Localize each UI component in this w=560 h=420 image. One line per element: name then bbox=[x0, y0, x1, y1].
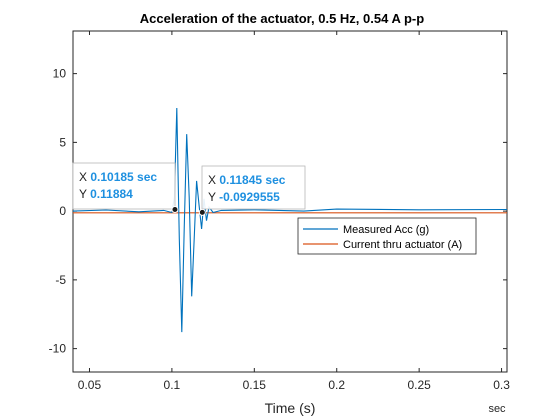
datatip-x-value: 0.11845 sec bbox=[219, 173, 285, 187]
legend-entry-label: Current thru actuator (A) bbox=[343, 239, 462, 251]
datatip-y-value: 0.11884 bbox=[90, 187, 133, 201]
y-tick-label: -5 bbox=[55, 273, 66, 287]
datatip-marker bbox=[198, 208, 206, 216]
legend-box bbox=[297, 217, 477, 255]
y-tick-label: 0 bbox=[59, 204, 66, 218]
legend: Measured Acc (g) Current thru actuator (A… bbox=[297, 217, 477, 255]
datatip-x-line: X 0.10185 sec bbox=[79, 170, 157, 184]
y-tick-label: 5 bbox=[59, 135, 66, 149]
x-axis-label: Time (s) bbox=[265, 400, 316, 416]
datatip-x-line: X 0.11845 sec bbox=[208, 173, 286, 187]
y-tick-label: -10 bbox=[49, 342, 67, 356]
datatip-marker bbox=[171, 205, 179, 213]
x-tick-label: 0.25 bbox=[407, 378, 431, 392]
datatips-layer: X 0.10185 sec Y 0.11884 X 0.11845 sec Y -0.… bbox=[72, 162, 306, 216]
datatip-box bbox=[201, 165, 306, 210]
chart-title: Acceleration of the actuator, 0.5 Hz, 0.… bbox=[140, 11, 424, 26]
x-tick-label: 0.05 bbox=[78, 378, 102, 392]
x-tick-label: 0.2 bbox=[328, 378, 345, 392]
legend-entry-label: Measured Acc (g) bbox=[343, 224, 429, 236]
datatip-x-value: 0.10185 sec bbox=[90, 170, 157, 184]
datatip-y-line: Y -0.0929555 bbox=[208, 190, 280, 204]
x-tick-label: 0.3 bbox=[493, 378, 510, 392]
datatip-y-line: Y 0.11884 bbox=[79, 187, 133, 201]
x-tick-label: 0.15 bbox=[243, 378, 267, 392]
datatip-box bbox=[72, 162, 176, 210]
x-tick-label: 0.1 bbox=[164, 378, 181, 392]
axis-ticks: 0.05 0.1 0.15 0.2 0.25 0.3 -10 -5 0 5 10 bbox=[49, 31, 510, 392]
y-tick-label: 10 bbox=[53, 67, 67, 81]
datatip-y-value: -0.0929555 bbox=[219, 190, 280, 204]
x-axis-unit: sec bbox=[488, 403, 506, 415]
